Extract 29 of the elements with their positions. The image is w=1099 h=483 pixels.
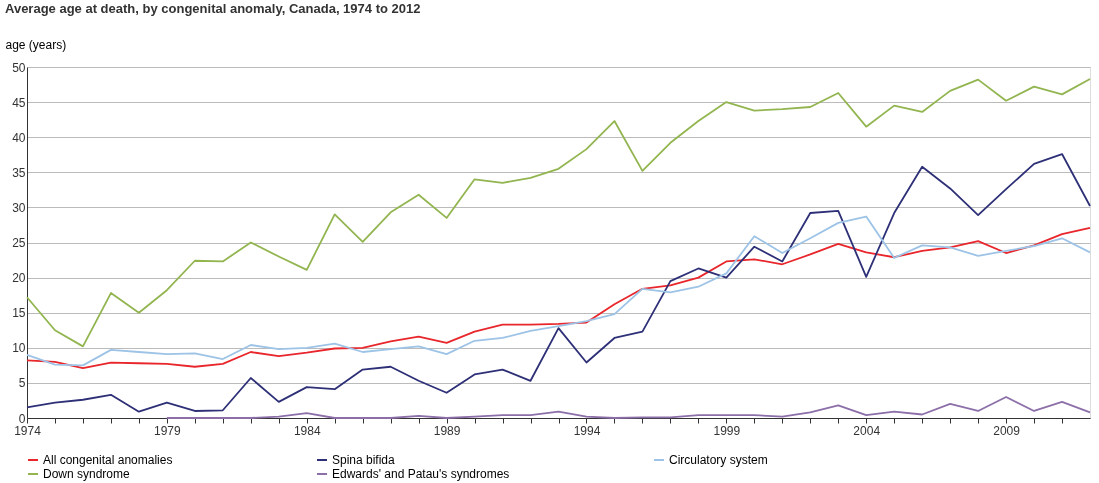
- y-tick-label: 15: [12, 306, 26, 321]
- line-series: [26, 78, 1091, 348]
- y-tick-label: 35: [12, 165, 26, 180]
- y-tick-label: 45: [12, 95, 26, 110]
- x-tick-label: 1994: [573, 423, 601, 438]
- x-tick-label: 1999: [713, 423, 741, 438]
- legend-label: Edwards' and Patau's syndromes: [332, 467, 510, 481]
- y-tick-label: 10: [12, 341, 26, 356]
- y-tick-label: 5: [18, 376, 26, 391]
- x-tick-label: 1974: [14, 423, 42, 438]
- legend-label: Circulatory system: [669, 453, 768, 467]
- x-tick-label: 1984: [293, 423, 321, 438]
- legend-label: All congenital anomalies: [43, 453, 173, 467]
- y-tick-label: 30: [12, 200, 26, 215]
- y-tick-label: 0: [18, 411, 26, 426]
- y-tick-label: 50: [12, 60, 26, 75]
- line-series: [26, 153, 1091, 413]
- y-axis-title: age (years): [5, 37, 67, 52]
- x-tick-label: 2004: [853, 423, 881, 438]
- legend-label: Down syndrome: [43, 467, 131, 481]
- y-tick-label: 20: [12, 271, 26, 286]
- x-tick-label: 2009: [993, 423, 1021, 438]
- y-tick-label: 25: [12, 236, 26, 250]
- legend-label: Spina bifida: [332, 453, 396, 467]
- line-series: [165, 396, 1091, 419]
- x-tick-label: 1989: [433, 423, 461, 438]
- x-tick-label: 1979: [154, 423, 182, 438]
- y-tick-label: 40: [12, 130, 26, 145]
- chart-title: Average age at death, by congenital anomaly, Canada, 1974 to 2012: [5, 1, 421, 16]
